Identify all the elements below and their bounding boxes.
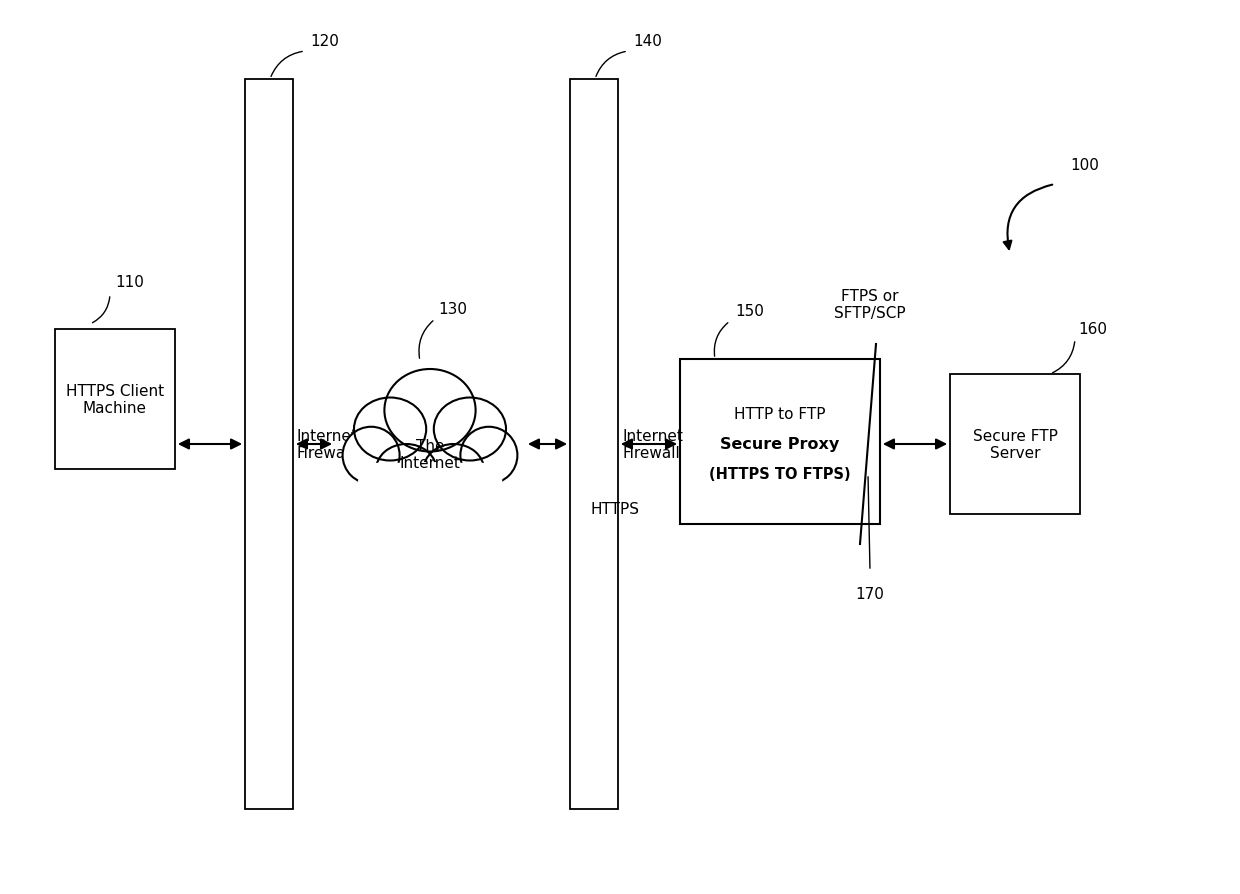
- Bar: [680, 359, 880, 525]
- Ellipse shape: [460, 427, 517, 485]
- Text: 100: 100: [1070, 157, 1099, 173]
- Text: The
Internet: The Internet: [399, 438, 460, 470]
- Bar: [570, 80, 618, 809]
- Text: Internet
Firewall: Internet Firewall: [298, 428, 358, 460]
- Ellipse shape: [376, 444, 436, 497]
- Text: HTTPS: HTTPS: [590, 502, 640, 517]
- Ellipse shape: [423, 444, 484, 497]
- Text: 150: 150: [735, 304, 764, 318]
- Text: HTTP to FTP: HTTP to FTP: [734, 407, 826, 422]
- Ellipse shape: [384, 369, 476, 452]
- Ellipse shape: [434, 398, 506, 461]
- Ellipse shape: [342, 427, 399, 485]
- Text: HTTPS Client
Machine: HTTPS Client Machine: [66, 384, 164, 416]
- Text: 110: 110: [115, 274, 144, 290]
- Text: Secure FTP
Server: Secure FTP Server: [972, 428, 1058, 460]
- FancyArrowPatch shape: [1003, 185, 1053, 249]
- Bar: [246, 80, 293, 809]
- Text: (HTTPS TO FTPS): (HTTPS TO FTPS): [709, 467, 851, 482]
- Text: 170: 170: [856, 586, 884, 602]
- Text: 120: 120: [310, 34, 339, 49]
- Ellipse shape: [353, 398, 427, 461]
- Ellipse shape: [358, 463, 501, 501]
- Text: 140: 140: [632, 34, 662, 49]
- Text: FTPS or
SFTP/SCP: FTPS or SFTP/SCP: [835, 289, 905, 321]
- Text: Secure Proxy: Secure Proxy: [720, 436, 839, 451]
- Text: 130: 130: [438, 301, 467, 316]
- Bar: [55, 330, 175, 469]
- Bar: [950, 375, 1080, 514]
- Text: Internet
Firewall: Internet Firewall: [622, 428, 683, 460]
- Text: 160: 160: [1078, 322, 1107, 337]
- Bar: [358, 463, 501, 512]
